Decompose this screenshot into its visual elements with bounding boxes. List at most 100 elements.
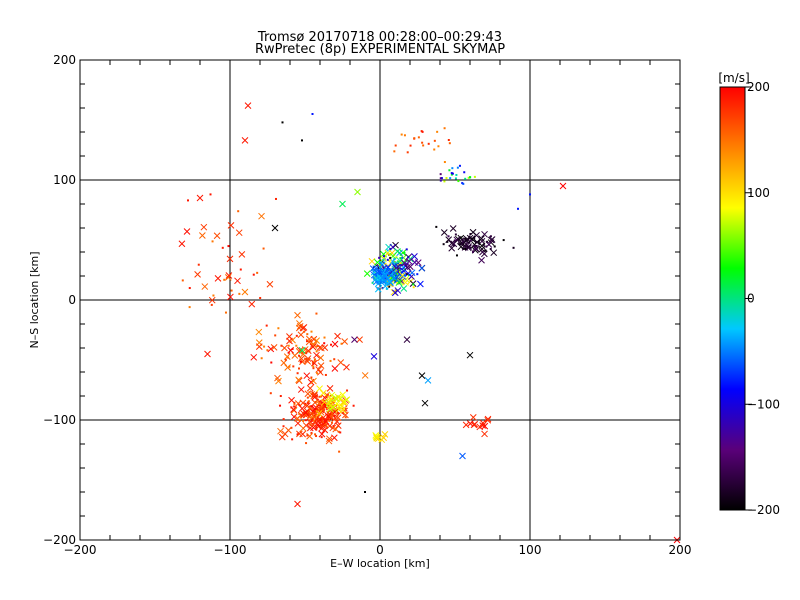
data-point-dot [422, 144, 425, 147]
x-tick-label: 100 [519, 543, 542, 557]
data-point-x [469, 228, 477, 236]
data-point-x [411, 259, 419, 266]
data-point-dot [310, 405, 313, 408]
data-point-x [310, 377, 317, 385]
data-point-x [559, 182, 567, 190]
data-point-dot [489, 247, 492, 250]
data-point-dot [468, 241, 471, 244]
colorbar-label: [m/s] [718, 71, 749, 85]
data-point-dot [412, 286, 415, 289]
data-point-x [271, 224, 279, 232]
data-point-dot [306, 333, 309, 336]
data-point-x [391, 270, 399, 277]
data-point-dot [262, 247, 265, 250]
data-point-x [402, 279, 409, 286]
data-point-dot [466, 245, 469, 248]
data-point-x [241, 288, 249, 296]
data-point-dot [305, 357, 308, 360]
data-point-dot [382, 258, 385, 261]
data-point-dot [316, 372, 319, 375]
data-point-dot [455, 254, 458, 257]
data-point-dot [451, 172, 454, 175]
data-point-dot [416, 273, 419, 276]
data-point-dot [266, 349, 269, 352]
data-point-dot [187, 199, 189, 202]
colorbar-tick-label: −100 [747, 397, 780, 411]
data-point-x [372, 433, 380, 441]
data-point-dot [181, 279, 184, 282]
data-point-dot [335, 419, 338, 422]
data-point-x [418, 372, 426, 379]
data-point-dot [316, 345, 319, 348]
data-point-dot [303, 330, 306, 333]
data-point-x [341, 338, 349, 345]
data-point-dot [399, 261, 402, 264]
data-point-dot [296, 433, 299, 436]
data-point-dot [439, 177, 442, 180]
data-point-dot [188, 306, 191, 309]
data-point-x [204, 350, 211, 358]
data-point-dot [298, 412, 301, 415]
data-point-x [298, 347, 306, 354]
data-point-x [376, 274, 384, 282]
data-point-x [390, 288, 398, 296]
data-point-x [331, 340, 339, 348]
data-point-x [227, 293, 234, 301]
data-point-x [374, 285, 382, 293]
data-point-dot [279, 395, 282, 398]
data-point-dot [313, 359, 316, 362]
data-point-x [297, 386, 305, 393]
data-point-dot [396, 260, 399, 263]
data-point-dot [312, 367, 315, 370]
data-point-x [318, 430, 326, 438]
data-point-dot [386, 252, 389, 255]
data-point-dot [433, 148, 436, 151]
data-point-dot [386, 249, 389, 252]
y-tick-label: 0 [68, 293, 76, 307]
grid-lines [80, 60, 680, 540]
data-point-dot [396, 270, 399, 273]
data-point-dot [274, 334, 277, 337]
data-point-x [326, 385, 334, 392]
data-point-dot [407, 256, 410, 259]
data-point-dot [469, 176, 472, 179]
data-point-dot [421, 141, 424, 144]
data-point-dot [252, 273, 255, 276]
data-point-x [238, 250, 246, 258]
data-point-dot [284, 358, 287, 361]
data-point-dot [307, 405, 310, 408]
data-point-dot [265, 324, 268, 327]
data-point-dot [474, 247, 477, 250]
data-point-x [391, 261, 398, 268]
data-point-x [311, 390, 318, 398]
data-point-dot [308, 414, 311, 417]
data-point-x [304, 355, 312, 362]
data-point-x [459, 452, 466, 460]
data-point-x [331, 414, 339, 422]
data-point-dot [395, 271, 398, 274]
data-point-x [394, 248, 401, 255]
data-point-dot [406, 151, 409, 154]
data-point-dot [388, 285, 391, 288]
data-point-dot [329, 359, 332, 362]
data-point-dot [474, 241, 477, 244]
data-point-dot [448, 142, 451, 145]
data-point-dot [311, 113, 314, 115]
data-point-x [284, 364, 291, 371]
data-point-x [326, 397, 334, 405]
data-point-dot [464, 177, 467, 180]
data-point-dot [310, 431, 313, 434]
data-point-dot [330, 421, 333, 424]
colorbar-tick-label: 200 [747, 80, 770, 94]
colorbar-tick-label: 0 [747, 292, 755, 306]
y-tick-label: −100 [43, 413, 76, 427]
data-point-dot [364, 491, 366, 493]
data-point-dot [320, 436, 323, 439]
data-point-dot [529, 193, 531, 196]
data-point-x [330, 434, 338, 442]
data-point-dot [224, 311, 227, 314]
data-point-x [351, 336, 358, 343]
data-point-dot [315, 426, 318, 429]
data-point-dot [400, 264, 403, 267]
data-point-x [224, 273, 232, 281]
